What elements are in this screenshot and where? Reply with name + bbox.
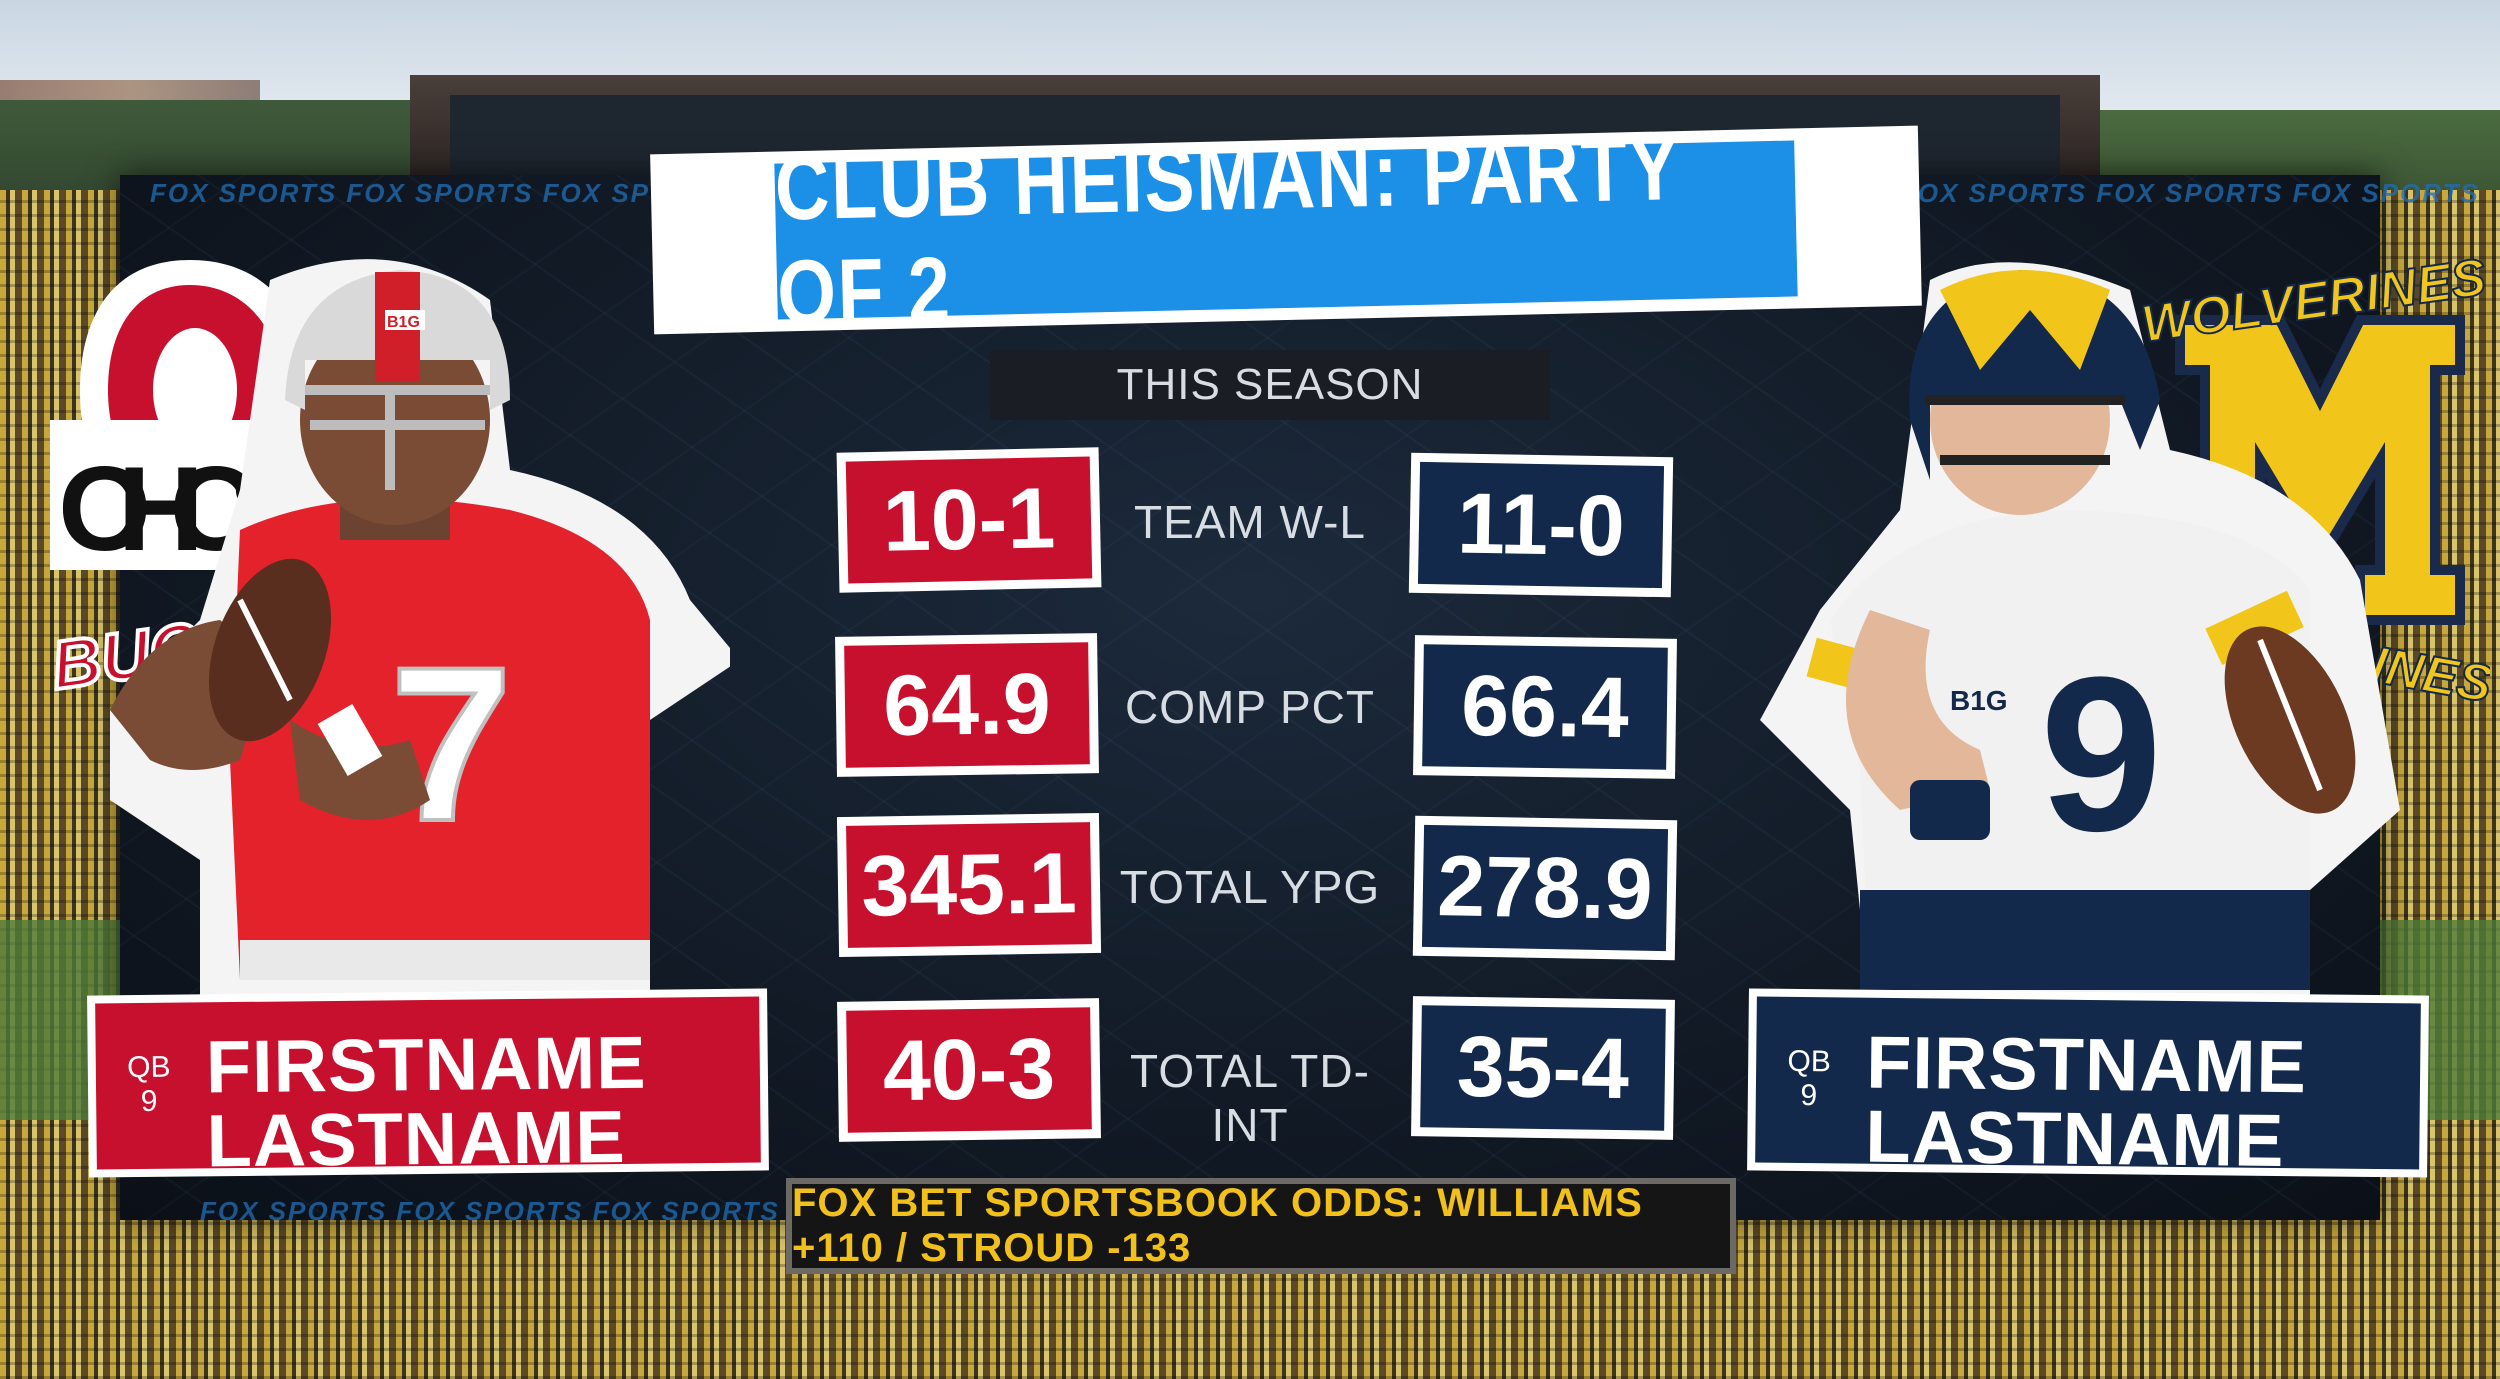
stat-right-total-ypg: 278.9 <box>1412 815 1678 961</box>
right-player-name: FIRSTNAME LASTNAME <box>1864 1020 2308 1183</box>
stat-label-total-td-int: TOTAL TD-INT <box>1130 1045 1370 1151</box>
season-header: THIS SEASON <box>990 350 1550 420</box>
fox-sports-watermark-top-left: FOX SPORTS FOX SPORTS FOX SPORTS <box>150 178 730 208</box>
right-player-name-card: QB 9 FIRSTNAME LASTNAME <box>1747 988 2429 1183</box>
stat-left-team-wl: 10-1 <box>836 447 1102 593</box>
left-player-position: QB 9 <box>126 1050 171 1119</box>
fox-sports-watermark-bottom: FOX SPORTS FOX SPORTS FOX SPORTS <box>200 1196 780 1226</box>
jersey-number-right: 9 <box>2040 631 2162 877</box>
odds-text: FOX BET SPORTSBOOK ODDS: WILLIAMS +110 /… <box>792 1181 1730 1270</box>
stat-right-total-td-int: 35-4 <box>1411 996 1675 1140</box>
chest-big-ten-badge: B1G <box>1950 685 2008 716</box>
right-player-position: QB 9 <box>1787 1044 1832 1113</box>
stat-label-total-ypg: TOTAL YPG <box>1119 861 1381 913</box>
ohio-state-quarterback-image: 7 B1G <box>110 259 730 1000</box>
michigan-quarterback-image: 9 B1G <box>1760 262 2400 1010</box>
stat-label-comp-pct: COMP PCT <box>1125 681 1375 733</box>
left-player-name: FIRSTNAME LASTNAME <box>205 1020 647 1183</box>
fox-sports-watermark-top-right: FOX SPORTS FOX SPORTS FOX SPORTS <box>1900 178 2480 208</box>
stat-left-total-td-int: 40-3 <box>837 998 1101 1142</box>
stat-left-total-ypg: 345.1 <box>836 812 1102 958</box>
odds-banner: FOX BET SPORTSBOOK ODDS: WILLIAMS +110 /… <box>786 1178 1736 1274</box>
stat-left-comp-pct: 64.9 <box>835 633 1099 777</box>
helmet-big-ten-badge: B1G <box>387 314 420 331</box>
left-player-name-card: QB 9 FIRSTNAME LASTNAME <box>87 988 769 1183</box>
title-banner: CLUB HEISMAN: PARTY OF 2 <box>650 117 1922 345</box>
stat-label-team-wl: TEAM W-L <box>1133 496 1367 548</box>
stat-right-team-wl: 11-0 <box>1408 452 1674 598</box>
title-text: CLUB HEISMAN: PARTY OF 2 <box>774 117 1798 345</box>
stat-right-comp-pct: 66.4 <box>1413 635 1677 779</box>
